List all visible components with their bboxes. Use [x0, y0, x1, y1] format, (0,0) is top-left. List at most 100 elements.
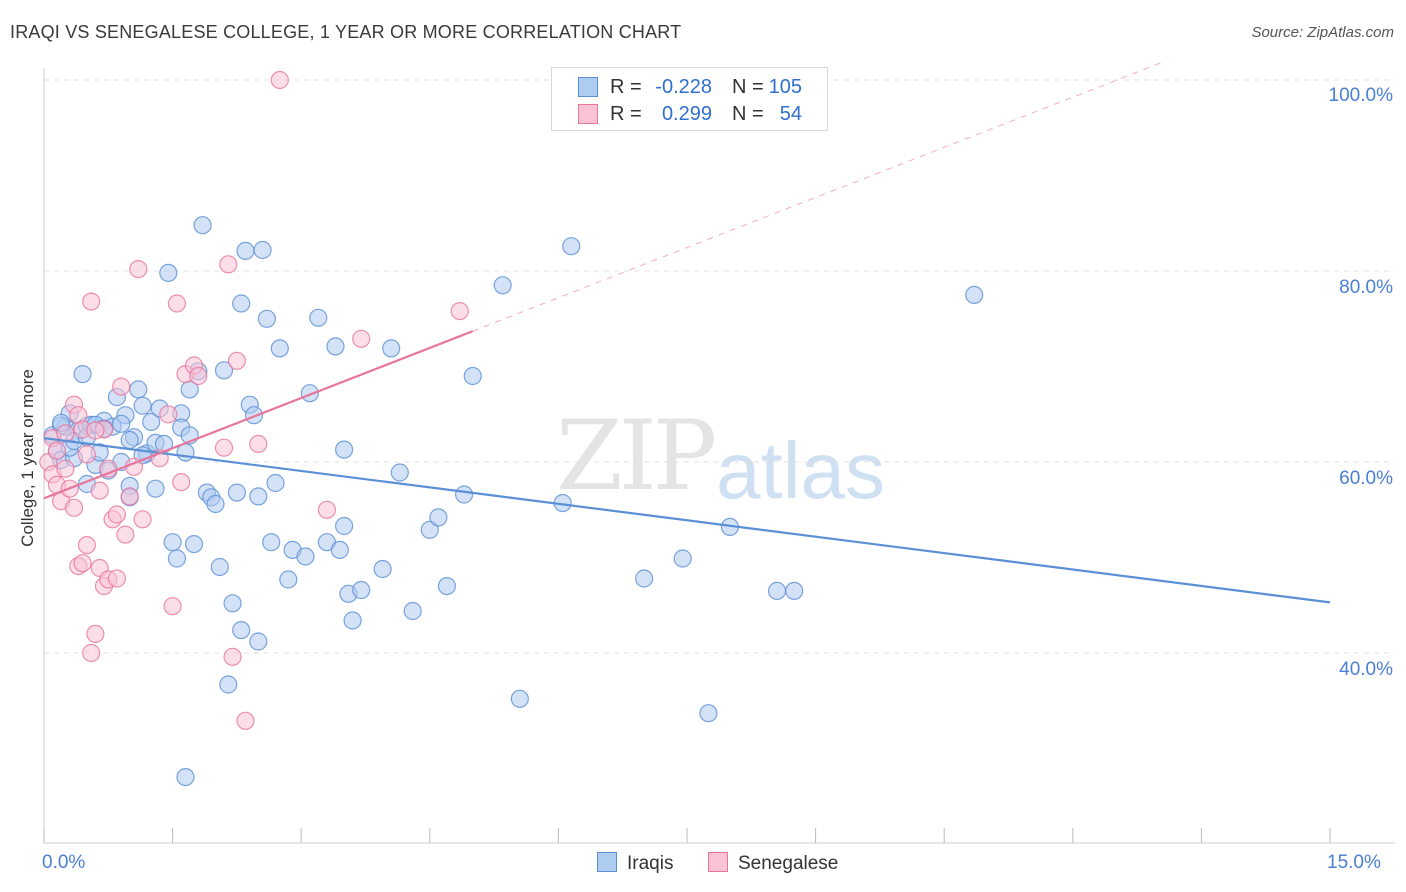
- point-iraqis: [562, 237, 581, 256]
- y-tick-label: 80.0%: [1339, 277, 1393, 298]
- r-label: R =: [610, 76, 642, 98]
- point-senegalese: [77, 445, 97, 464]
- point-senegalese: [47, 441, 67, 460]
- point-iraqis: [382, 339, 401, 358]
- point-senegalese: [82, 292, 101, 311]
- stats-box: R = -0.228 N = 105 R = 0.299 N = 54: [551, 67, 828, 131]
- point-iraqis: [249, 487, 268, 506]
- point-iraqis: [184, 534, 204, 554]
- r-label: R =: [610, 103, 642, 125]
- n-value: 54: [779, 103, 802, 125]
- stats-swatch-senegalese: [578, 104, 598, 124]
- point-iraqis: [437, 576, 456, 596]
- legend-label-senegalese: Senegalese: [738, 853, 839, 874]
- point-senegalese: [249, 434, 268, 453]
- point-iraqis: [214, 361, 234, 380]
- point-iraqis: [673, 549, 692, 568]
- point-senegalese: [64, 498, 84, 517]
- point-senegalese: [90, 481, 109, 500]
- point-senegalese: [159, 405, 178, 424]
- y-tick-label: 40.0%: [1339, 659, 1393, 680]
- point-iraqis: [266, 473, 285, 493]
- point-iraqis: [455, 485, 474, 504]
- legend-item-iraqis[interactable]: Iraqis: [597, 852, 673, 876]
- point-senegalese: [236, 711, 255, 730]
- point-iraqis: [232, 294, 251, 313]
- point-iraqis: [510, 689, 529, 708]
- point-senegalese: [73, 554, 92, 573]
- point-iraqis: [373, 559, 392, 579]
- point-senegalese: [120, 487, 139, 506]
- point-iraqis: [176, 767, 195, 787]
- point-iraqis: [965, 285, 984, 304]
- point-iraqis: [232, 620, 251, 640]
- point-iraqis: [296, 547, 315, 566]
- point-iraqis: [330, 540, 349, 560]
- point-iraqis: [279, 570, 298, 589]
- point-iraqis: [227, 483, 246, 502]
- point-iraqis: [120, 430, 139, 450]
- point-senegalese: [167, 294, 186, 313]
- point-senegalese: [82, 643, 101, 663]
- point-iraqis: [257, 309, 276, 328]
- trendline-iraqis: [43, 437, 1331, 604]
- point-iraqis: [159, 263, 178, 282]
- point-iraqis: [403, 601, 422, 621]
- point-senegalese: [163, 597, 182, 616]
- point-iraqis: [219, 675, 238, 694]
- point-iraqis: [785, 581, 804, 601]
- point-iraqis: [129, 380, 148, 399]
- point-iraqis: [270, 339, 289, 358]
- n-label: N =: [732, 76, 764, 98]
- legend-swatch-senegalese: [708, 852, 728, 872]
- point-iraqis: [244, 406, 264, 425]
- point-iraqis: [249, 632, 268, 651]
- watermark-zip: ZIP: [556, 400, 717, 512]
- point-senegalese: [450, 302, 469, 321]
- point-iraqis: [262, 533, 281, 552]
- point-iraqis: [210, 557, 229, 577]
- point-iraqis: [73, 365, 92, 384]
- point-senegalese: [223, 647, 242, 666]
- legend-swatch-iraqis: [597, 852, 617, 872]
- watermark-atlas: atlas: [716, 426, 885, 515]
- point-iraqis: [236, 241, 255, 260]
- point-iraqis: [493, 276, 512, 295]
- y-tick-label: 100.0%: [1328, 85, 1393, 106]
- point-senegalese: [129, 260, 148, 279]
- point-iraqis: [352, 580, 371, 600]
- point-senegalese: [107, 569, 127, 588]
- point-senegalese: [116, 525, 135, 544]
- point-iraqis: [309, 308, 328, 327]
- x-tick-label: 15.0%: [1327, 852, 1381, 873]
- legend-label-iraqis: Iraqis: [627, 853, 674, 874]
- point-iraqis: [390, 463, 409, 482]
- point-senegalese: [86, 624, 105, 644]
- trendline-dashed-senegalese: [472, 60, 1167, 332]
- point-iraqis: [767, 581, 787, 601]
- point-iraqis: [634, 569, 654, 588]
- point-senegalese: [219, 255, 238, 274]
- point-iraqis: [699, 704, 718, 723]
- point-senegalese: [107, 505, 127, 524]
- point-senegalese: [56, 459, 75, 478]
- point-iraqis: [326, 337, 345, 356]
- point-iraqis: [429, 508, 448, 527]
- y-tick-label: 60.0%: [1339, 468, 1393, 489]
- point-iraqis: [463, 366, 482, 386]
- x-tick-label: 0.0%: [42, 852, 86, 873]
- point-senegalese: [99, 459, 118, 478]
- point-iraqis: [343, 611, 362, 630]
- legend-item-senegalese[interactable]: Senegalese: [708, 852, 838, 876]
- point-senegalese: [112, 377, 131, 396]
- point-iraqis: [223, 594, 242, 613]
- n-value: 105: [768, 76, 802, 98]
- point-iraqis: [335, 516, 354, 536]
- point-iraqis: [142, 412, 161, 431]
- point-senegalese: [214, 438, 234, 457]
- source-label: Source: ZipAtlas.com: [1251, 24, 1394, 41]
- point-senegalese: [189, 366, 208, 386]
- stats-swatch-iraqis: [578, 77, 598, 97]
- point-senegalese: [77, 535, 97, 555]
